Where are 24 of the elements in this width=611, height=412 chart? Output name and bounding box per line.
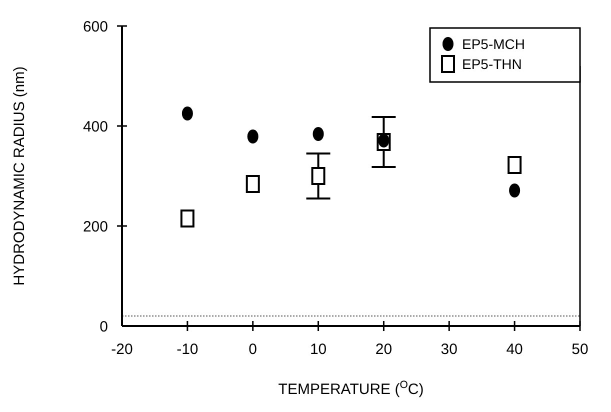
x-tick-label: 30 <box>440 341 458 358</box>
point <box>311 167 326 185</box>
point <box>180 210 194 228</box>
x-tick-label: -10 <box>176 341 198 358</box>
point <box>509 184 520 198</box>
x-tick-label: 20 <box>375 341 392 358</box>
point <box>247 130 258 144</box>
x-tick-label: 50 <box>572 341 588 358</box>
point <box>508 156 522 174</box>
y-tick-label: 400 <box>82 118 108 136</box>
x-tick-label: 0 <box>248 341 258 358</box>
x-tick-label: 40 <box>506 341 523 358</box>
x-axis-title: TEMPERATURE ($^{O}$C) <box>278 379 424 398</box>
x-tick-label: -20 <box>111 341 133 358</box>
y-tick-label: 0 <box>100 318 108 336</box>
legend-label: EP5-THN <box>462 56 522 72</box>
y-tick-label: 600 <box>82 18 108 36</box>
point <box>182 106 193 120</box>
x-tick-label: 10 <box>310 341 327 358</box>
y-axis-title: HYDRODYNAMIC RADIUS (nm) <box>11 66 28 286</box>
y-tick-label: 200 <box>82 218 108 236</box>
point <box>246 175 260 193</box>
point <box>312 127 324 141</box>
legend-label: EP5-MCH <box>462 36 526 52</box>
